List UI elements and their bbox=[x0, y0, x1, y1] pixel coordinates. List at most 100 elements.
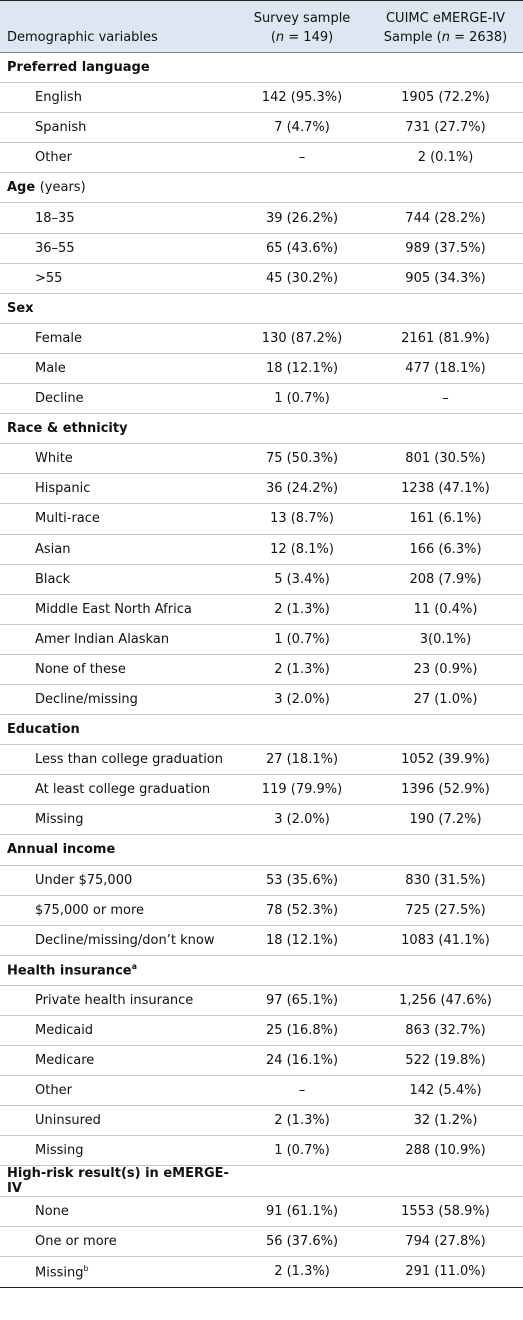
cell: 725 (27.5%) bbox=[405, 902, 486, 918]
cell: 161 (6.1%) bbox=[409, 511, 482, 527]
data-row: White 75 (50.3%) 801 (30.5%) bbox=[0, 444, 523, 475]
row-label-text: Uninsured bbox=[35, 1113, 101, 1129]
row-label: Private health insurance bbox=[0, 993, 236, 1008]
cell: 731 (27.7%) bbox=[405, 120, 486, 136]
cell: 25 (16.8%) bbox=[265, 1023, 339, 1039]
section-row: Age (years) bbox=[0, 173, 523, 204]
cell: 56 (37.6%) bbox=[265, 1233, 339, 1249]
cell: 75 (50.3%) bbox=[265, 451, 339, 467]
cell: 119 (79.9%) bbox=[261, 782, 343, 798]
row-label-text: Under $75,000 bbox=[35, 872, 133, 888]
header-cell: Demographic variables bbox=[7, 30, 158, 45]
row-label: None of these bbox=[0, 662, 236, 677]
data-row: Male 18 (12.1%) 477 (18.1%) bbox=[0, 354, 523, 385]
data-row: Less than college graduation 27 (18.1%) 10… bbox=[0, 745, 523, 776]
row-label-text: White bbox=[35, 451, 73, 467]
cell: 23 (0.9%) bbox=[413, 661, 478, 677]
header-text: ( bbox=[270, 30, 276, 45]
cell: 3 (2.0%) bbox=[274, 812, 330, 828]
row-label: Decline/missing bbox=[0, 692, 236, 707]
table: Demographic variables Survey sample (n = … bbox=[0, 0, 523, 1288]
row-label-text: $75,000 or more bbox=[35, 902, 144, 918]
cell: 1396 (52.9%) bbox=[401, 782, 490, 798]
row-label: Decline bbox=[0, 391, 236, 406]
section-title: Health insurancea bbox=[0, 962, 236, 978]
row-label-text: 36–55 bbox=[35, 240, 75, 256]
data-row: One or more 56 (37.6%) 794 (27.8%) bbox=[0, 1227, 523, 1257]
row-label: Missing bbox=[0, 1143, 236, 1158]
section-row: Race & ethnicity bbox=[0, 414, 523, 445]
data-row: >55 45 (30.2%) 905 (34.3%) bbox=[0, 264, 523, 294]
row-label-text: Middle East North Africa bbox=[35, 601, 192, 617]
section-title: High-risk result(s) in eMERGE-IV bbox=[0, 1166, 236, 1196]
row-label-text: >55 bbox=[35, 270, 63, 286]
row-label: Amer Indian Alaskan bbox=[0, 632, 236, 647]
cell: 2 (1.3%) bbox=[274, 661, 330, 677]
data-row: Medicaid 25 (16.8%) 863 (32.7%) bbox=[0, 1016, 523, 1047]
cell: 794 (27.8%) bbox=[405, 1233, 486, 1249]
cell: 12 (8.1%) bbox=[270, 541, 334, 557]
data-row: At least college graduation 119 (79.9%) 13… bbox=[0, 775, 523, 806]
section-label: Race & ethnicity bbox=[7, 421, 128, 437]
row-label: Other bbox=[0, 1083, 236, 1098]
cell: 97 (65.1%) bbox=[265, 992, 339, 1008]
row-label: One or more bbox=[0, 1234, 236, 1249]
cell: 32 (1.2%) bbox=[413, 1113, 478, 1129]
section-label: Annual income bbox=[7, 842, 116, 858]
cell: – bbox=[298, 1083, 306, 1099]
cell: 208 (7.9%) bbox=[409, 571, 482, 587]
cell: 3 (2.0%) bbox=[274, 692, 330, 708]
section-title: Preferred language bbox=[0, 60, 236, 75]
row-label: Medicaid bbox=[0, 1023, 236, 1038]
data-row: Spanish 7 (4.7%) 731 (27.7%) bbox=[0, 113, 523, 144]
section-note: (years) bbox=[39, 180, 86, 196]
row-label-text: Multi-race bbox=[35, 511, 100, 527]
cell: 5 (3.4%) bbox=[274, 571, 330, 587]
header-text: Survey sample bbox=[253, 11, 351, 26]
cell: 1 (0.7%) bbox=[274, 1143, 330, 1159]
data-row: Missingb 2 (1.3%) 291 (11.0%) bbox=[0, 1257, 523, 1287]
row-label: Medicare bbox=[0, 1053, 236, 1068]
row-label-text: Other bbox=[35, 150, 72, 166]
row-label: >55 bbox=[0, 271, 236, 286]
cell: – bbox=[298, 150, 306, 166]
cell: 1553 (58.9%) bbox=[401, 1203, 490, 1219]
section-label: Sex bbox=[7, 300, 34, 316]
data-row: Middle East North Africa 2 (1.3%) 11 (0.4%… bbox=[0, 595, 523, 625]
cell: 2 (1.3%) bbox=[274, 601, 330, 617]
row-label: White bbox=[0, 451, 236, 466]
row-label: Asian bbox=[0, 542, 236, 557]
footnote-mark: b bbox=[83, 1263, 89, 1273]
footnote-mark: a bbox=[131, 962, 137, 972]
row-label: Black bbox=[0, 572, 236, 587]
row-label: Female bbox=[0, 331, 236, 346]
cell: 2161 (81.9%) bbox=[401, 330, 490, 346]
cell: 27 (1.0%) bbox=[413, 692, 478, 708]
row-label: Missingb bbox=[0, 1264, 236, 1280]
cell: 1 (0.7%) bbox=[274, 391, 330, 407]
row-label: $75,000 or more bbox=[0, 903, 236, 918]
cell: 1083 (41.1%) bbox=[401, 932, 490, 948]
data-row: Other – 142 (5.4%) bbox=[0, 1076, 523, 1107]
data-row: Under $75,000 53 (35.6%) 830 (31.5%) bbox=[0, 866, 523, 896]
data-row: Private health insurance 97 (65.1%) 1,256 … bbox=[0, 986, 523, 1016]
cell: 522 (19.8%) bbox=[405, 1053, 486, 1069]
row-label-text: None bbox=[35, 1203, 69, 1219]
header-cell: Survey sample (n = 149) bbox=[236, 9, 368, 52]
data-row: None of these 2 (1.3%) 23 (0.9%) bbox=[0, 655, 523, 685]
cell: 2 (1.3%) bbox=[274, 1264, 330, 1280]
cell: 1905 (72.2%) bbox=[401, 90, 490, 106]
row-label-text: Hispanic bbox=[35, 481, 91, 497]
cell: 45 (30.2%) bbox=[265, 270, 339, 286]
section-title: Race & ethnicity bbox=[0, 421, 236, 436]
row-label: Other bbox=[0, 150, 236, 165]
cell: 1052 (39.9%) bbox=[401, 752, 490, 768]
row-label: Less than college graduation bbox=[0, 752, 236, 767]
header-text: CUIMC eMERGE-IV bbox=[385, 11, 506, 26]
cell: 166 (6.3%) bbox=[409, 541, 482, 557]
section-label: Health insurance bbox=[7, 963, 132, 979]
row-label: Spanish bbox=[0, 120, 236, 135]
section-label: High-risk result(s) in eMERGE-IV bbox=[7, 1166, 229, 1197]
data-row: Missing 1 (0.7%) 288 (10.9%) bbox=[0, 1136, 523, 1167]
section-title: Annual income bbox=[0, 842, 236, 857]
